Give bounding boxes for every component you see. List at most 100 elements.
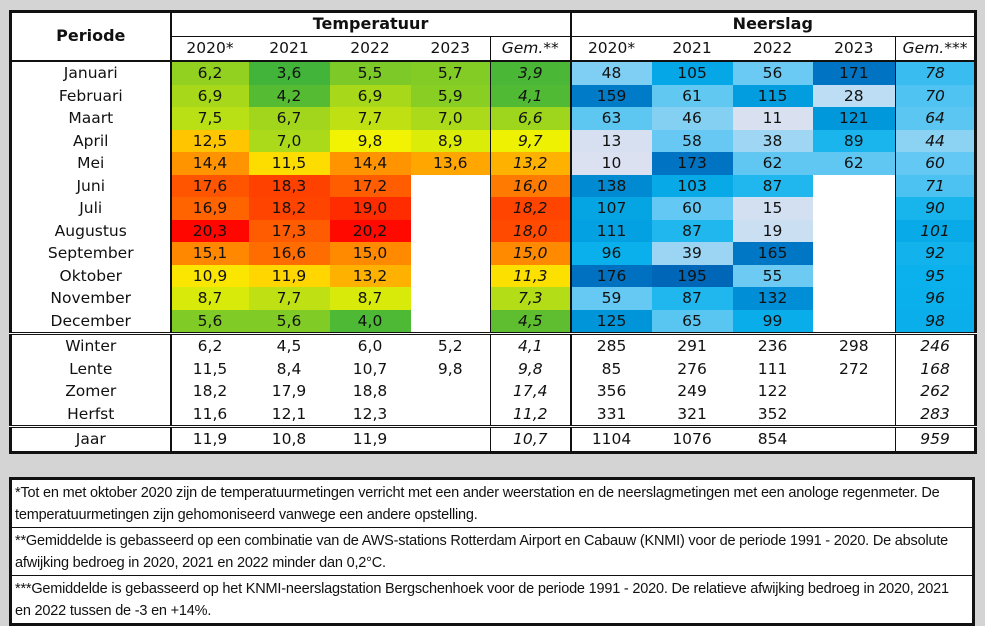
period-label: Jaar (10, 425, 172, 452)
precip-cell: 65 (651, 309, 733, 334)
temp-cell: 11,9 (329, 425, 411, 452)
month-row: Januari 6,2 3,6 5,5 5,7 3,9 48 105 56 171 78 (10, 61, 976, 85)
period-label: Juni (10, 174, 172, 197)
precip-avg-cell: 98 (895, 309, 976, 334)
season-row: Lente 11,5 8,4 10,7 9,8 9,8 85 276 111 272 168 (10, 357, 976, 380)
temp-cell (411, 197, 491, 220)
precip-cell (813, 197, 896, 220)
precip-avg-cell: 71 (895, 174, 976, 197)
precip-cell: 1104 (570, 425, 652, 452)
precip-avg-cell: 246 (895, 332, 976, 358)
temp-cell: 6,9 (329, 84, 411, 107)
temp-cell: 11,9 (170, 425, 249, 452)
precip-avg-cell: 90 (895, 197, 976, 220)
temp-cell (411, 287, 491, 310)
year-row: Jaar 11,9 10,8 11,9 10,7 1104 1076 854 959 (10, 425, 976, 452)
period-label: Augustus (10, 219, 172, 242)
period-label: December (10, 309, 172, 334)
precip-cell: 62 (812, 152, 896, 175)
precip-cell: 111 (570, 219, 652, 242)
precip-cell: 159 (570, 84, 652, 107)
season-row: Zomer 18,2 17,9 18,8 17,4 356 249 122 262 (10, 380, 976, 403)
precip-cell (813, 287, 896, 310)
temp-avg-header: Gem.** (489, 36, 572, 62)
precip-cell: 63 (570, 107, 652, 130)
period-label: Januari (10, 61, 172, 85)
temp-cell: 11,5 (248, 152, 330, 175)
temp-cell: 8,4 (276, 359, 302, 378)
temp-cell: 17,9 (271, 382, 307, 400)
precip-cell: 19 (732, 219, 813, 242)
temp-cell: 5,2 (410, 332, 491, 358)
precip-cell: 89 (812, 129, 896, 152)
temp-cell: 8,9 (410, 129, 491, 152)
temp-cell: 7,7 (248, 287, 330, 310)
month-row: Oktober 10,9 11,9 13,2 11,3 176 195 55 95 (10, 264, 976, 288)
precip-col-header: 2022 (732, 36, 813, 62)
temp-avg-cell: 4,5 (489, 309, 572, 334)
precip-cell: 55 (732, 264, 813, 287)
temp-cell: 13,2 (329, 264, 411, 287)
precip-cell (812, 425, 896, 452)
temp-cell: 12,3 (352, 404, 388, 423)
precip-cell: 13 (570, 129, 652, 152)
temp-avg-cell: 16,0 (489, 174, 572, 197)
temp-avg-cell: 4,1 (489, 332, 572, 358)
precip-avg-cell: 283 (895, 402, 976, 427)
period-label: Zomer (10, 380, 172, 403)
month-row: Juni 17,6 18,3 17,2 16,0 138 103 87 71 (10, 174, 976, 198)
precip-cell: 46 (651, 107, 733, 130)
precip-cell: 62 (732, 152, 813, 175)
temp-cell: 6,0 (329, 332, 411, 358)
precip-cell: 854 (732, 425, 813, 452)
temp-cell: 20,3 (170, 219, 249, 242)
footnotes: *Tot en met oktober 2020 zijn de tempera… (9, 477, 975, 626)
temp-cell: 7,0 (248, 129, 330, 152)
temp-col-header: 2020* (170, 36, 249, 62)
temp-cell: 9,8 (329, 129, 411, 152)
temp-cell: 5,9 (410, 84, 491, 107)
climate-table: Periode Temperatuur Neerslag 2020* 2021 … (9, 10, 978, 454)
temp-cell: 5,7 (410, 61, 491, 85)
temp-cell (411, 242, 491, 265)
temp-col-header: 2023 (410, 36, 491, 62)
temp-avg-cell: 13,2 (489, 152, 572, 175)
precip-cell: 291 (651, 332, 733, 358)
temp-cell: 17,2 (329, 174, 411, 197)
temp-cell: 17,3 (248, 219, 330, 242)
temp-cell: 5,6 (170, 309, 249, 334)
temp-cell: 15,0 (329, 242, 411, 265)
precip-cell (813, 265, 896, 288)
temp-cell: 6,2 (170, 332, 249, 358)
precip-cell (813, 175, 896, 198)
precip-cell: 298 (812, 332, 896, 358)
precip-cell: 272 (839, 359, 869, 378)
precip-col-header: 2020* (570, 36, 652, 62)
precip-cell: 11 (732, 107, 813, 130)
precip-cell: 10 (570, 152, 652, 175)
temp-cell (411, 403, 491, 427)
temp-col-header: 2022 (329, 36, 411, 62)
temp-cell: 16,6 (248, 242, 330, 265)
temp-cell: 16,9 (170, 197, 249, 220)
season-row: Herfst 11,6 12,1 12,3 11,2 331 321 352 283 (10, 402, 976, 427)
footnote-1: *Tot en met oktober 2020 zijn de tempera… (10, 478, 974, 528)
temp-cell: 13,6 (410, 152, 491, 175)
temp-cell: 18,2 (192, 382, 228, 400)
period-label: Winter (10, 332, 172, 358)
temp-cell (411, 265, 491, 288)
period-header: Periode (10, 11, 172, 62)
temp-cell: 7,5 (170, 107, 249, 130)
temp-cell: 14,4 (170, 152, 249, 175)
precip-avg-cell: 64 (895, 107, 976, 130)
temp-avg-cell: 17,4 (489, 380, 572, 403)
precip-cell: 61 (651, 84, 733, 107)
temp-cell (410, 425, 491, 452)
temp-cell: 3,6 (248, 61, 330, 85)
precipitation-group-header: Neerslag (570, 11, 976, 37)
precip-avg-cell: 959 (895, 425, 976, 452)
temp-cell: 4,5 (248, 332, 330, 358)
precip-cell: 28 (812, 84, 896, 107)
temp-cell: 5,5 (329, 61, 411, 85)
temp-cell: 7,0 (410, 107, 491, 130)
